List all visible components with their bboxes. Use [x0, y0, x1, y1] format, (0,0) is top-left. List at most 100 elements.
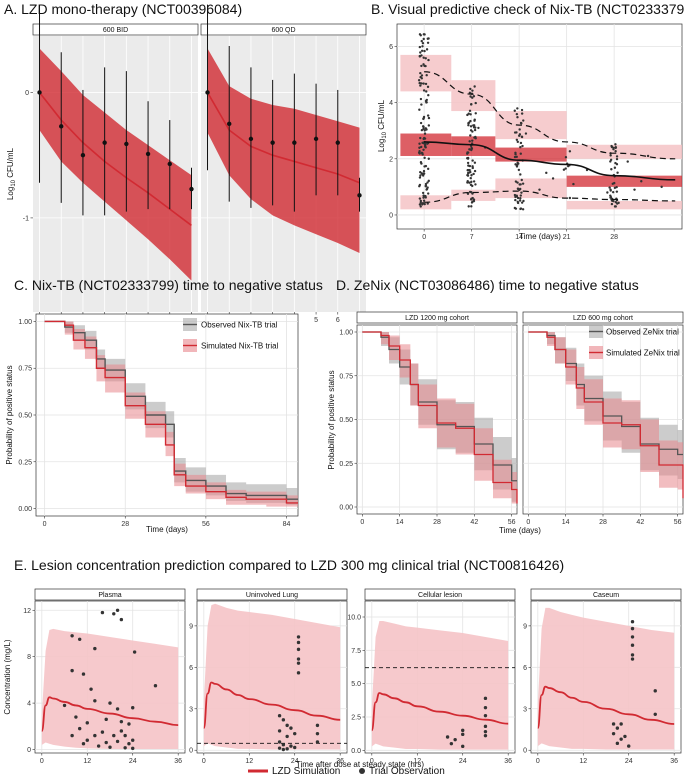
observation-point — [516, 140, 519, 144]
trial-observation-point — [296, 640, 301, 645]
observation-point — [270, 140, 275, 145]
strip-box — [522, 311, 684, 324]
trial-observation-point — [296, 635, 301, 639]
trial-observation-point — [296, 671, 301, 675]
observation-point — [522, 119, 525, 122]
y-tick-label: 0 — [389, 212, 393, 219]
trial-observation-point — [104, 740, 108, 745]
y-tick-label: 9 — [189, 623, 193, 630]
y-tick-label: 0 — [27, 747, 31, 754]
observation-point — [167, 161, 172, 167]
x-tick-label: 5 — [314, 317, 318, 324]
simulated-survival-line — [362, 331, 518, 504]
observation-point — [418, 150, 421, 153]
strip-box — [32, 23, 199, 36]
observation-point — [513, 109, 516, 112]
prediction-interval-band — [566, 175, 682, 187]
x-tick-label: 56 — [674, 519, 682, 526]
trial-observation-point — [93, 646, 97, 651]
observation-point — [471, 89, 474, 92]
x-tick-label: 0 — [43, 521, 47, 528]
x-tick-label: 12 — [83, 758, 91, 765]
panel-a-y-label: Log10 CFU/mL — [6, 147, 17, 200]
observation-point — [418, 54, 422, 58]
simulated-confidence-band — [528, 332, 683, 507]
observation-point — [564, 167, 567, 170]
observation-point — [468, 168, 471, 172]
x-tick-label: 0 — [536, 758, 540, 765]
observation-point — [516, 181, 519, 184]
observation-point — [422, 199, 426, 202]
observation-point — [466, 168, 470, 172]
trial-observation-point — [93, 699, 97, 703]
strip-label: LZD 600 mg cohort — [573, 315, 633, 322]
trial-observation-point — [630, 626, 635, 631]
observation-point — [419, 51, 422, 54]
trial-observation-point — [127, 742, 131, 746]
y-label-sub: 10 — [382, 131, 388, 138]
trial-observation-point — [285, 747, 289, 751]
observation-point — [418, 81, 421, 85]
observation-point — [471, 96, 474, 99]
observation-point — [422, 169, 426, 173]
observation-point — [545, 171, 548, 175]
x-tick-label: 0 — [370, 758, 374, 765]
observed-95th-percentile-line — [424, 71, 676, 160]
observation-point — [514, 151, 517, 155]
legend-label: Observed Nix-TB trial — [201, 321, 278, 330]
observation-point — [418, 45, 422, 49]
simulation-band — [207, 48, 360, 254]
y-tick-label: 1.00 — [18, 319, 32, 326]
trial-observation-point — [289, 726, 293, 730]
observation-point — [469, 176, 472, 180]
trial-observation-point — [615, 741, 620, 746]
trial-observation-point — [630, 643, 635, 647]
observation-point — [606, 191, 609, 194]
observation-point — [427, 124, 431, 127]
strip-label: Plasma — [98, 592, 121, 599]
observation-point — [517, 162, 520, 165]
observation-point — [551, 177, 555, 180]
observation-point — [608, 186, 611, 189]
y-label-sub: 10 — [11, 179, 17, 186]
observation-point — [519, 141, 523, 145]
observation-point — [423, 165, 426, 168]
observation-point — [472, 198, 476, 201]
observation-point — [633, 188, 636, 191]
observation-point — [473, 118, 476, 121]
observation-point — [524, 132, 528, 135]
trial-observation-point — [483, 696, 488, 701]
observation-point — [422, 136, 426, 140]
observation-point — [421, 172, 424, 176]
observation-point — [520, 178, 523, 182]
observation-point — [613, 186, 617, 190]
panel-e-strip: Caseum — [530, 588, 682, 601]
trial-observation-point — [653, 712, 657, 717]
trial-observation-point — [277, 729, 282, 733]
y-label-part: CFU/mL — [6, 147, 15, 180]
observation-point — [421, 141, 424, 145]
prediction-interval-band — [566, 200, 682, 210]
panel-a-plot: 01234567 — [201, 4, 366, 324]
observation-point — [102, 140, 107, 145]
y-label-part: CFU/mL — [377, 99, 386, 132]
panel-c-x-label: Time (days) — [146, 525, 188, 534]
observation-point — [610, 145, 614, 149]
y-tick-label: 0.50 — [339, 417, 353, 424]
observation-point — [640, 180, 643, 183]
trial-observation-point — [100, 610, 105, 615]
observation-point — [422, 37, 425, 41]
trial-observation-point — [112, 612, 116, 616]
trial-observation-point — [100, 730, 105, 734]
x-tick-label: 84 — [283, 521, 291, 528]
observation-point — [474, 112, 477, 115]
trial-observation-point — [630, 653, 635, 657]
observation-point — [518, 199, 522, 202]
observation-point — [467, 171, 470, 175]
observation-point — [519, 146, 522, 149]
y-tick-label: 4 — [27, 701, 31, 708]
observation-point — [418, 108, 421, 111]
trial-observation-point — [611, 731, 616, 736]
observation-point — [425, 187, 429, 191]
